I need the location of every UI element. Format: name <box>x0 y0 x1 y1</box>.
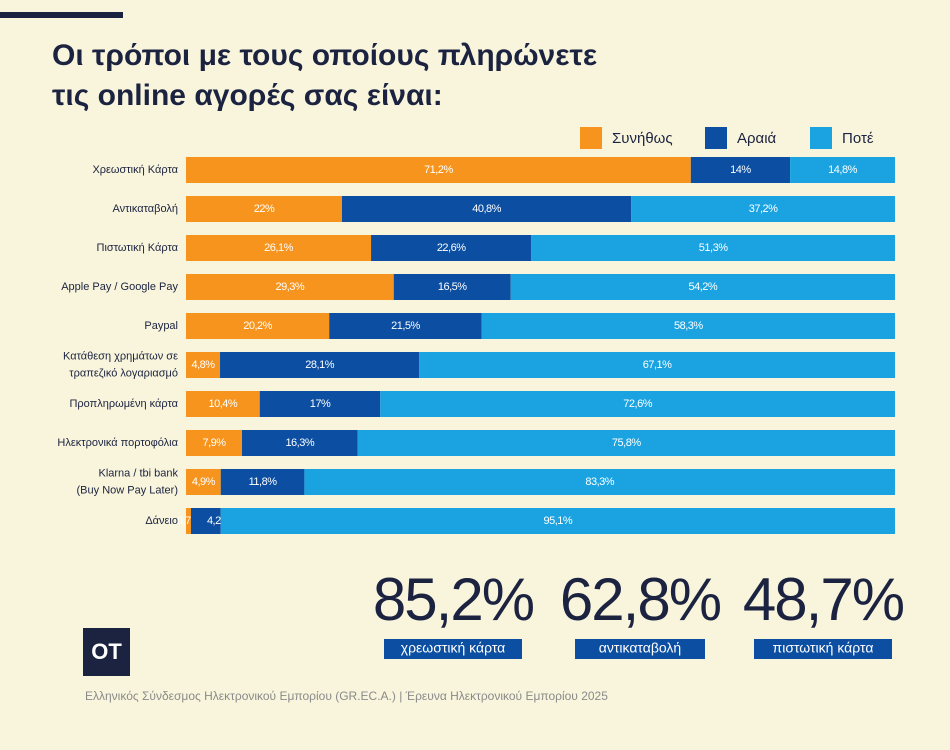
logo-box <box>83 628 130 676</box>
bar-segment <box>510 274 895 300</box>
bar-segment <box>341 196 632 222</box>
bar-segment <box>380 391 895 417</box>
value-label: 21,5% <box>391 320 420 332</box>
bar-segment <box>690 157 791 183</box>
bar-segment <box>186 352 221 378</box>
value-label: 7,9% <box>202 437 226 449</box>
value-label: 22,6% <box>437 242 466 254</box>
category-label: Χρεωστική Κάρτα <box>92 164 178 176</box>
bar-segment <box>790 157 895 183</box>
legend-swatch <box>580 127 602 149</box>
category-label: τραπεζικό λογαριασμό <box>69 367 178 379</box>
value-label: 29,3% <box>276 281 305 293</box>
category-label: Δάνειο <box>145 515 178 527</box>
bar-segment <box>259 391 381 417</box>
highlight-value: 62,8% <box>560 566 721 633</box>
value-label: 67,1% <box>643 359 672 371</box>
highlight-box <box>575 639 705 659</box>
value-label: 51,3% <box>699 242 728 254</box>
highlight-box <box>754 639 892 659</box>
value-label: 20,2% <box>243 320 272 332</box>
category-label: Προπληρωμένη κάρτα <box>69 398 178 410</box>
legend-swatch <box>810 127 832 149</box>
value-label: 16,5% <box>438 281 467 293</box>
logo: OT <box>91 639 122 664</box>
category-label: Apple Pay / Google Pay <box>61 281 178 293</box>
category-label: Klarna / tbi bank <box>99 467 179 479</box>
value-label: 14% <box>730 164 751 176</box>
bar-segment <box>220 469 305 495</box>
bar-segment <box>531 235 895 261</box>
bar-segment <box>190 508 221 534</box>
legend-label: Ποτέ <box>842 130 874 147</box>
bar-segment <box>186 196 342 222</box>
value-label: 14,8% <box>828 164 857 176</box>
value-label: 37,2% <box>749 203 778 215</box>
category-label: Paypal <box>144 320 178 332</box>
bar-segment <box>329 313 482 339</box>
bar-segment <box>419 352 895 378</box>
value-label: 72,6% <box>623 398 652 410</box>
value-label: 58,3% <box>674 320 703 332</box>
value-label: 26,1% <box>264 242 293 254</box>
category-label: Πιστωτική Κάρτα <box>97 242 179 254</box>
category-label: Κατάθεση χρημάτων σε <box>63 350 178 362</box>
value-label: 83,3% <box>585 476 614 488</box>
chart-title: Οι τρόποι με τους οποίους πληρώνετε <box>52 39 597 72</box>
highlight-label: χρεωστική κάρτα <box>401 640 506 656</box>
value-label: 10,4% <box>209 398 238 410</box>
value-label: 54,2% <box>689 281 718 293</box>
bar-segment <box>186 274 394 300</box>
bar-segment <box>186 157 691 183</box>
legend-label: Αραιά <box>737 130 777 147</box>
value-label: 17% <box>310 398 331 410</box>
value-label: 16,3% <box>285 437 314 449</box>
highlight-value: 48,7% <box>743 566 904 633</box>
value-label: 4,9% <box>192 476 216 488</box>
bar-segment <box>186 508 191 534</box>
bar-segment <box>481 313 895 339</box>
value-label: 95,1% <box>544 515 573 527</box>
value-label: 28,1% <box>305 359 334 371</box>
value-label: 4,8% <box>191 359 215 371</box>
bar-segment <box>304 469 895 495</box>
chart-title: τις online αγορές σας είναι: <box>52 79 443 112</box>
highlight-box <box>384 639 522 659</box>
bar-segment <box>186 469 221 495</box>
bar-segment <box>631 196 895 222</box>
bar-segment <box>220 352 420 378</box>
category-label: Ηλεκτρονικά πορτοφόλια <box>57 437 178 449</box>
highlight-label: πιστωτική κάρτα <box>773 640 874 656</box>
value-label: 11,8% <box>249 476 278 488</box>
source: Ελληνικός Σύνδεσμος Ηλεκτρονικού Εμπορίο… <box>85 689 608 703</box>
bar-segment <box>186 430 243 456</box>
bar-segment <box>393 274 511 300</box>
bar-segment <box>357 430 895 456</box>
bar-segment <box>186 391 260 417</box>
bar-segment <box>220 508 896 534</box>
accent-bar <box>0 12 123 18</box>
bar-segment <box>186 235 372 261</box>
value-label: 71,2% <box>424 164 453 176</box>
bar-segment <box>186 313 330 339</box>
category-label: Αντικαταβολή <box>112 203 178 215</box>
bar-segment <box>371 235 532 261</box>
highlight-value: 85,2% <box>373 566 534 633</box>
value-label: 75,8% <box>612 437 641 449</box>
legend-swatch <box>705 127 727 149</box>
highlight-label: αντικαταβολή <box>599 640 681 656</box>
bar-segment <box>242 430 358 456</box>
value-label: 22% <box>254 203 275 215</box>
value-label: 40,8% <box>472 203 501 215</box>
legend-label: Συνήθως <box>612 130 673 147</box>
category-label: (Buy Now Pay Later) <box>77 484 178 496</box>
